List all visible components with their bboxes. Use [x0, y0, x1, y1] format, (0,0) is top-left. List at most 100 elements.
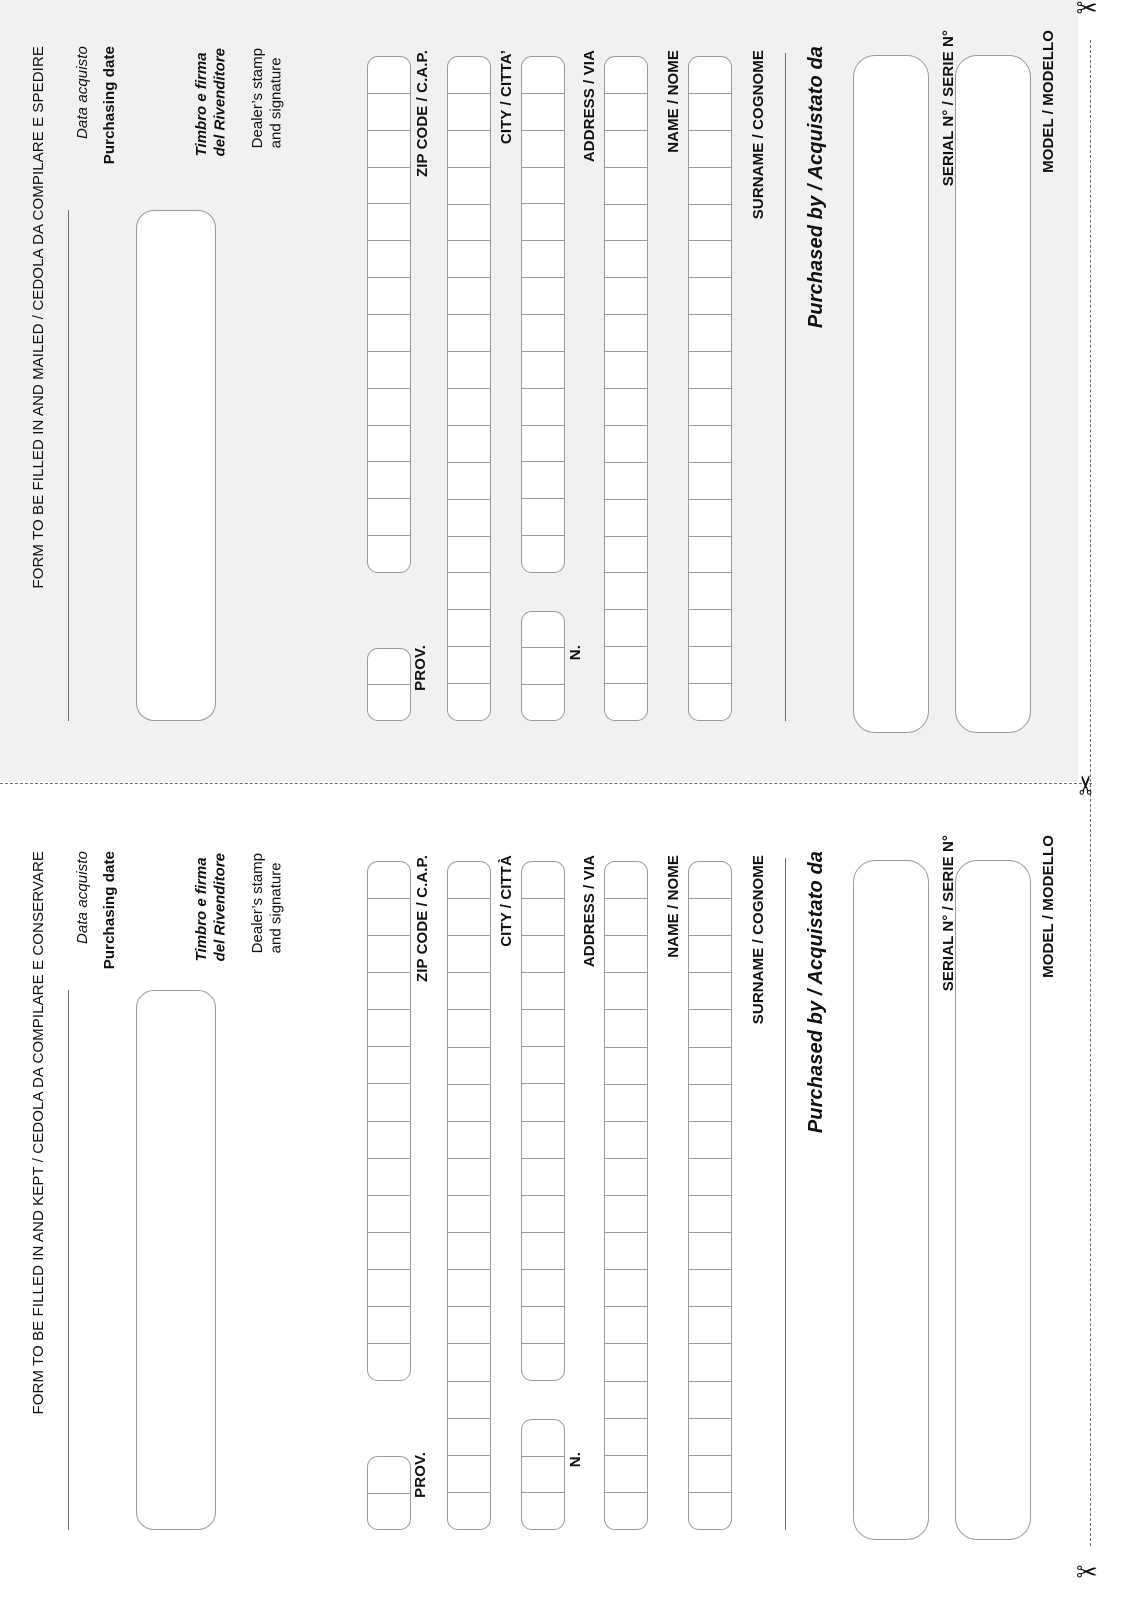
- comb-cell[interactable]: [448, 899, 490, 937]
- comb-cell[interactable]: [448, 936, 490, 974]
- comb-cell[interactable]: [368, 862, 410, 900]
- comb-cell[interactable]: [368, 1270, 410, 1307]
- comb-cell[interactable]: [522, 1420, 564, 1457]
- comb-cell[interactable]: [522, 426, 564, 463]
- comb-cell[interactable]: [522, 648, 564, 685]
- comb-cell[interactable]: [605, 936, 647, 974]
- comb-cell[interactable]: [522, 278, 564, 316]
- comb-cell[interactable]: [368, 94, 410, 131]
- name-comb-field[interactable]: [604, 56, 648, 721]
- comb-cell[interactable]: [522, 94, 564, 131]
- zip-code-comb-field[interactable]: [367, 861, 411, 1381]
- comb-cell[interactable]: [689, 168, 731, 205]
- comb-cell[interactable]: [689, 1307, 731, 1345]
- serial-input-box[interactable]: [853, 55, 929, 733]
- comb-cell[interactable]: [368, 1307, 410, 1345]
- comb-cell[interactable]: [368, 973, 410, 1011]
- comb-cell[interactable]: [448, 57, 490, 94]
- comb-cell[interactable]: [368, 1047, 410, 1085]
- comb-cell[interactable]: [605, 94, 647, 131]
- comb-cell[interactable]: [689, 389, 731, 426]
- comb-cell[interactable]: [448, 1493, 490, 1529]
- comb-cell[interactable]: [448, 1048, 490, 1085]
- comb-cell[interactable]: [605, 1419, 647, 1456]
- comb-cell[interactable]: [689, 1419, 731, 1456]
- comb-cell[interactable]: [689, 1010, 731, 1048]
- city-comb-field[interactable]: [447, 861, 491, 1530]
- comb-cell[interactable]: [522, 315, 564, 352]
- comb-cell[interactable]: [605, 315, 647, 353]
- comb-cell[interactable]: [605, 1159, 647, 1196]
- comb-cell[interactable]: [522, 1010, 564, 1048]
- comb-cell[interactable]: [522, 131, 564, 168]
- comb-cell[interactable]: [689, 94, 731, 131]
- comb-cell[interactable]: [689, 315, 731, 353]
- comb-cell[interactable]: [448, 1159, 490, 1196]
- comb-cell[interactable]: [448, 537, 490, 574]
- comb-cell[interactable]: [605, 537, 647, 574]
- comb-cell[interactable]: [689, 463, 731, 500]
- comb-cell[interactable]: [448, 647, 490, 685]
- comb-cell[interactable]: [522, 1457, 564, 1494]
- comb-cell[interactable]: [689, 1048, 731, 1085]
- address-comb-field[interactable]: [521, 56, 565, 573]
- comb-cell[interactable]: [689, 426, 731, 463]
- comb-cell[interactable]: [448, 1307, 490, 1345]
- comb-cell[interactable]: [368, 1196, 410, 1233]
- comb-cell[interactable]: [448, 973, 490, 1011]
- comb-cell[interactable]: [689, 537, 731, 574]
- comb-cell[interactable]: [689, 131, 731, 168]
- comb-cell[interactable]: [689, 1493, 731, 1529]
- comb-cell[interactable]: [689, 1344, 731, 1382]
- model-input-box[interactable]: [955, 860, 1031, 1540]
- comb-cell[interactable]: [605, 131, 647, 168]
- surname-comb-field[interactable]: [688, 56, 732, 721]
- comb-cell[interactable]: [522, 536, 564, 572]
- comb-cell[interactable]: [689, 205, 731, 242]
- purchasing-date-line[interactable]: [68, 210, 69, 721]
- comb-cell[interactable]: [448, 94, 490, 131]
- comb-cell[interactable]: [448, 426, 490, 463]
- comb-cell[interactable]: [368, 204, 410, 242]
- comb-cell[interactable]: [605, 610, 647, 648]
- comb-cell[interactable]: [689, 1085, 731, 1122]
- comb-cell[interactable]: [368, 241, 410, 279]
- comb-cell[interactable]: [522, 1307, 564, 1345]
- comb-cell[interactable]: [522, 389, 564, 426]
- comb-cell[interactable]: [368, 899, 410, 937]
- comb-cell[interactable]: [689, 899, 731, 937]
- comb-cell[interactable]: [522, 57, 564, 94]
- comb-cell[interactable]: [368, 1010, 410, 1048]
- comb-cell[interactable]: [368, 278, 410, 316]
- comb-cell[interactable]: [448, 1270, 490, 1308]
- dealer-stamp-box[interactable]: [136, 210, 216, 721]
- address-comb-field[interactable]: [521, 861, 565, 1381]
- comb-cell[interactable]: [605, 573, 647, 611]
- comb-cell[interactable]: [522, 936, 564, 974]
- comb-cell[interactable]: [605, 1456, 647, 1493]
- comb-cell[interactable]: [605, 862, 647, 900]
- comb-cell[interactable]: [689, 57, 731, 94]
- comb-cell[interactable]: [605, 647, 647, 685]
- comb-cell[interactable]: [448, 205, 490, 242]
- comb-cell[interactable]: [605, 463, 647, 500]
- comb-cell[interactable]: [605, 1493, 647, 1529]
- comb-cell[interactable]: [689, 1270, 731, 1308]
- comb-cell[interactable]: [522, 1196, 564, 1233]
- comb-cell[interactable]: [605, 241, 647, 279]
- comb-cell[interactable]: [368, 315, 410, 352]
- comb-cell[interactable]: [605, 426, 647, 463]
- comb-cell[interactable]: [368, 1122, 410, 1159]
- comb-cell[interactable]: [522, 1344, 564, 1380]
- comb-cell[interactable]: [689, 1382, 731, 1419]
- comb-cell[interactable]: [605, 1048, 647, 1085]
- comb-cell[interactable]: [689, 684, 731, 720]
- comb-cell[interactable]: [605, 352, 647, 390]
- comb-cell[interactable]: [522, 1270, 564, 1307]
- comb-cell[interactable]: [448, 352, 490, 390]
- comb-cell[interactable]: [522, 612, 564, 649]
- comb-cell[interactable]: [522, 1047, 564, 1085]
- comb-cell[interactable]: [448, 1010, 490, 1048]
- city-comb-field[interactable]: [447, 56, 491, 721]
- comb-cell[interactable]: [689, 1233, 731, 1271]
